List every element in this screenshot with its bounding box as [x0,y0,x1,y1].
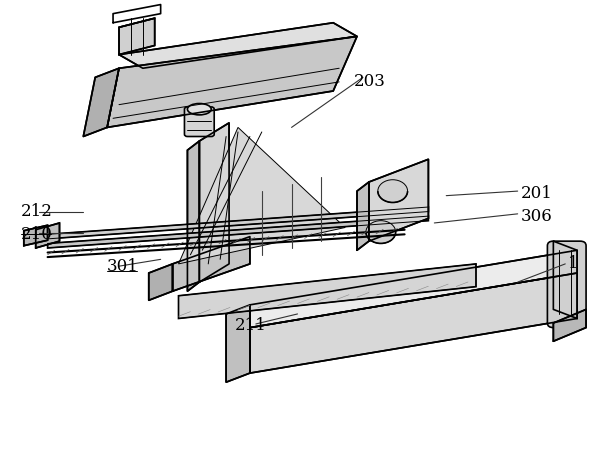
Polygon shape [24,225,48,246]
Text: 301: 301 [107,258,139,275]
Polygon shape [250,250,577,328]
Polygon shape [369,159,428,241]
Text: 201: 201 [521,185,553,202]
Polygon shape [187,141,199,291]
Polygon shape [553,309,586,341]
Polygon shape [48,216,428,248]
Text: 306: 306 [521,207,552,225]
Polygon shape [119,23,357,68]
Polygon shape [199,123,229,282]
Polygon shape [83,68,119,136]
Text: 1: 1 [568,255,579,273]
Text: 210: 210 [21,226,53,243]
Polygon shape [178,264,476,318]
Polygon shape [149,264,173,300]
Text: 212: 212 [21,203,53,220]
FancyBboxPatch shape [547,241,586,328]
Polygon shape [119,18,155,55]
Circle shape [378,180,408,202]
Polygon shape [357,182,369,250]
Polygon shape [173,237,250,291]
Polygon shape [250,273,577,373]
Polygon shape [107,36,357,127]
Polygon shape [48,207,428,239]
Text: 211: 211 [235,317,267,334]
Circle shape [366,221,396,243]
Polygon shape [178,127,345,264]
Ellipse shape [187,103,211,115]
Polygon shape [226,305,250,382]
Text: 203: 203 [354,73,386,91]
Polygon shape [36,223,60,248]
Polygon shape [553,241,577,318]
FancyBboxPatch shape [184,107,214,136]
